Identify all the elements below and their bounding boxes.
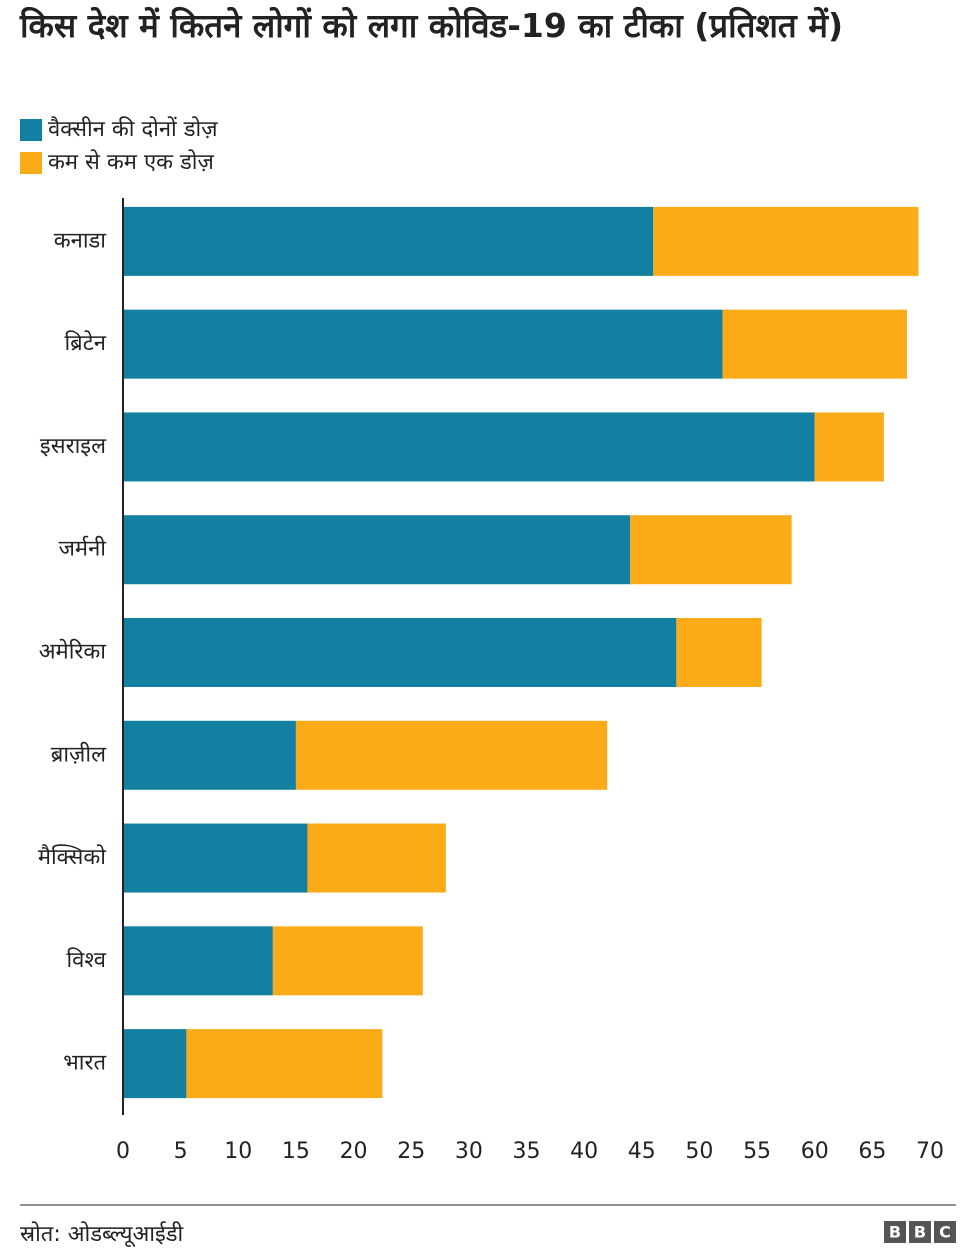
legend-swatch xyxy=(20,119,42,141)
y-tick-label: ब्रिटेन xyxy=(64,330,106,356)
bar-segment xyxy=(123,1029,187,1099)
bar-segment xyxy=(123,515,631,585)
x-tick-label: 70 xyxy=(916,1139,944,1164)
bar-segment xyxy=(123,823,308,893)
y-tick-label: मैक्सिको xyxy=(38,844,106,870)
x-tick-label: 15 xyxy=(282,1139,310,1164)
x-tick-label: 5 xyxy=(174,1139,188,1164)
y-tick-label: कनाडा xyxy=(54,228,107,253)
x-tick-label: 0 xyxy=(116,1139,130,1164)
y-tick-label: भारत xyxy=(63,1051,106,1076)
logo-letter: B xyxy=(914,1223,926,1242)
bar-segment xyxy=(676,618,762,687)
y-tick-label: जर्मनी xyxy=(59,536,107,562)
bar-segment xyxy=(630,515,792,585)
x-tick-label: 30 xyxy=(455,1139,483,1164)
logo-box xyxy=(909,1221,931,1243)
bar-segment xyxy=(295,720,608,790)
bar-segment xyxy=(814,412,884,482)
logo-letter: B xyxy=(889,1223,901,1242)
x-tick-label: 50 xyxy=(685,1139,713,1164)
logo-box xyxy=(934,1221,956,1243)
bar-segment xyxy=(307,823,446,893)
x-tick-label: 60 xyxy=(801,1139,829,1164)
y-tick-label: ब्राज़ील xyxy=(51,741,107,767)
x-tick-label: 40 xyxy=(570,1139,598,1164)
x-tick-label: 35 xyxy=(513,1139,541,1164)
bar-segment xyxy=(123,618,677,687)
legend-label: कम से कम एक डोज़ xyxy=(48,149,214,175)
y-tick-label: अमेरिका xyxy=(39,639,107,665)
logo-letter: C xyxy=(939,1223,951,1242)
legend-label: वैक्सीन की दोनों डोज़ xyxy=(48,116,218,142)
bar-segment xyxy=(123,720,296,790)
source: स्रोत: ओडब्ल्यूआईडी xyxy=(20,1221,184,1248)
y-tick-label: इसराइल xyxy=(40,434,107,459)
bar-segment xyxy=(123,309,723,379)
bar-segment xyxy=(123,926,273,996)
x-tick-label: 55 xyxy=(743,1139,771,1164)
bar-segment xyxy=(722,309,907,379)
logo-box xyxy=(884,1221,906,1243)
bar-segment xyxy=(653,206,919,276)
y-tick-label: विश्व xyxy=(66,947,106,973)
bar-segment xyxy=(123,206,654,276)
x-tick-label: 45 xyxy=(628,1139,656,1164)
x-tick-label: 65 xyxy=(858,1139,886,1164)
bar-segment xyxy=(272,926,423,996)
chart-title: किस देश में कितने लोगों को लगा कोविड-19 … xyxy=(20,6,844,45)
legend-swatch xyxy=(20,152,42,174)
x-tick-label: 20 xyxy=(340,1139,368,1164)
x-tick-label: 25 xyxy=(397,1139,425,1164)
bar-segment xyxy=(186,1029,383,1099)
bar-segment xyxy=(123,412,815,482)
x-tick-label: 10 xyxy=(224,1139,252,1164)
